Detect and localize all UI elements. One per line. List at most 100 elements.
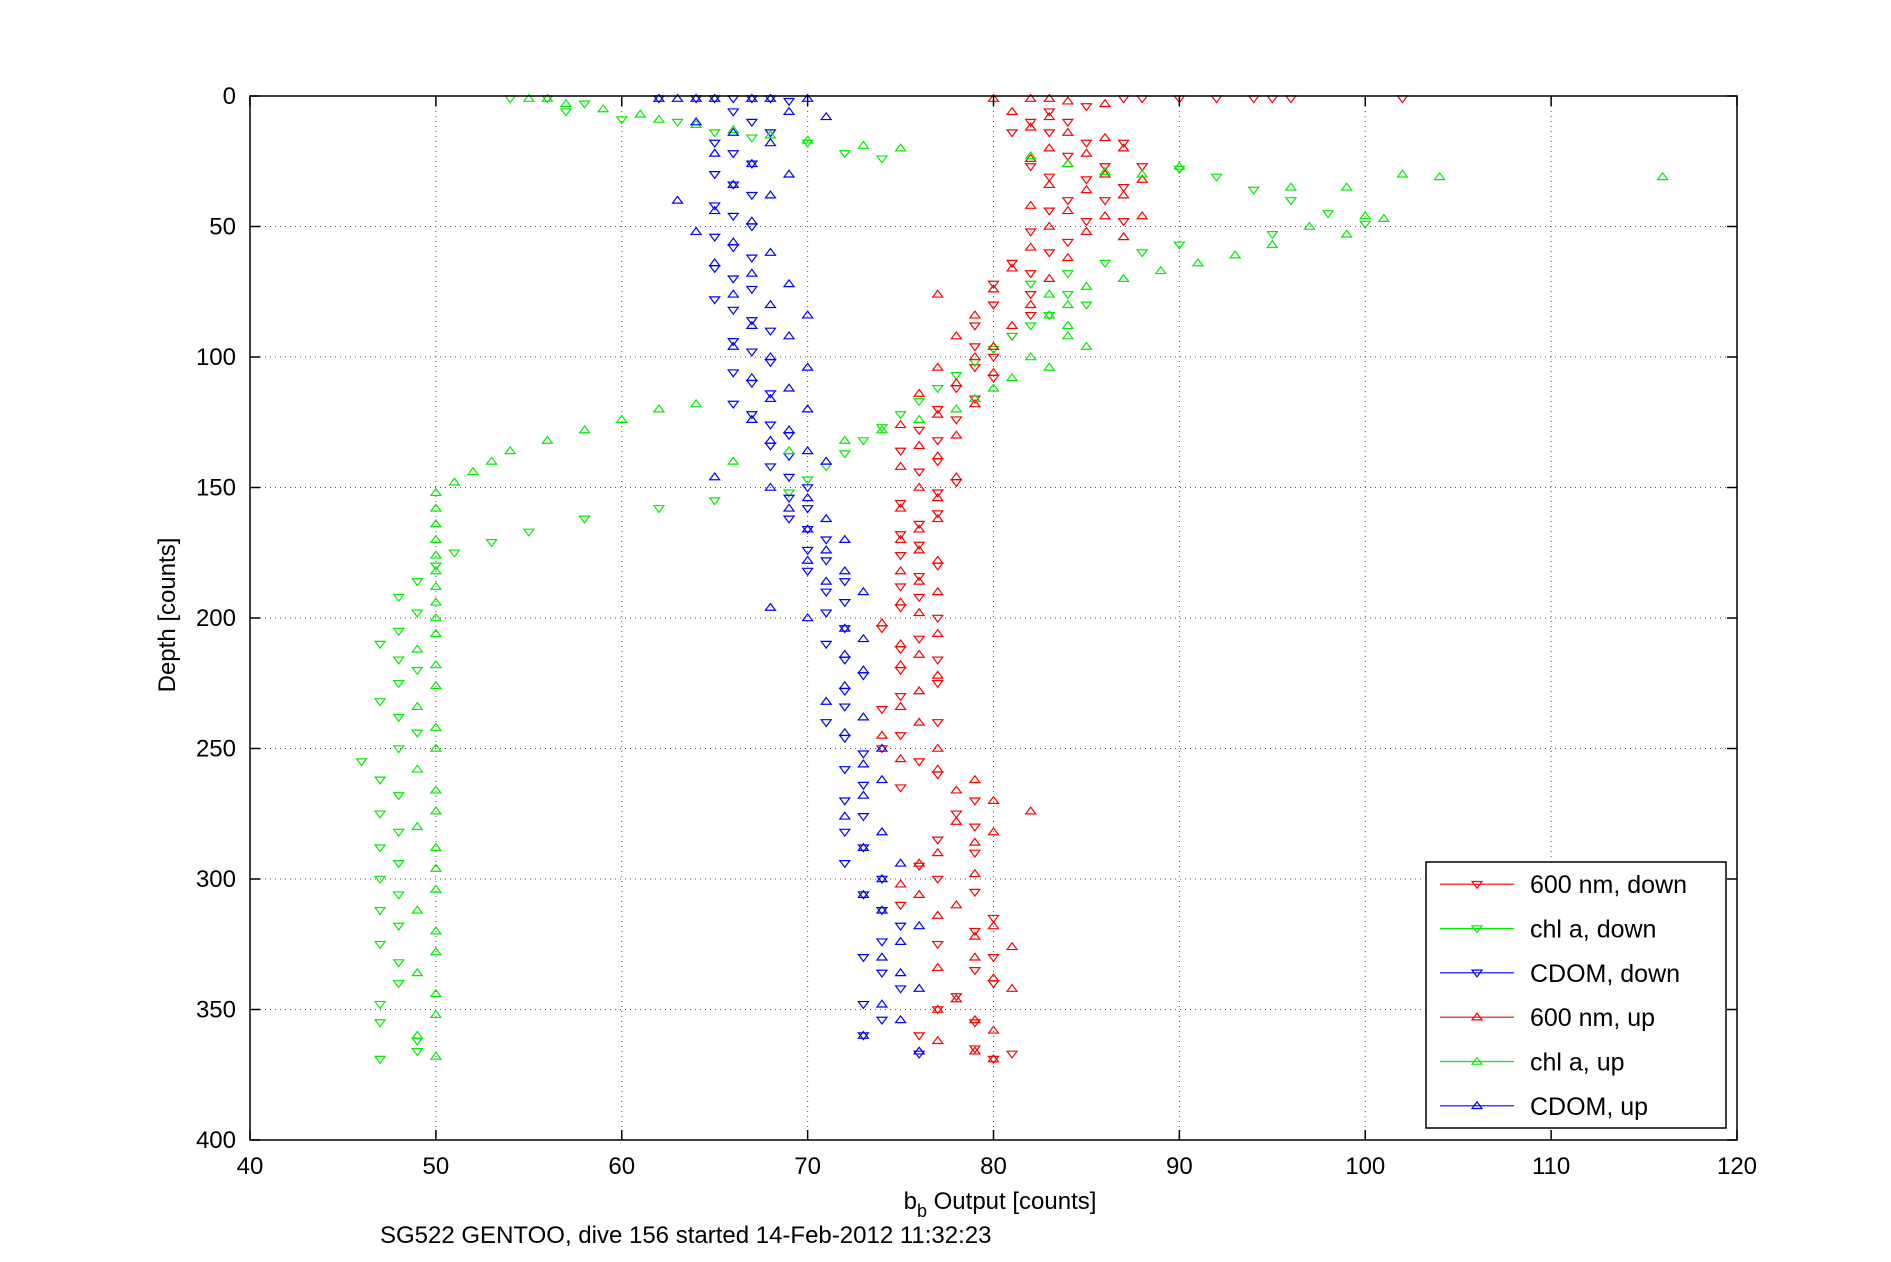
data-point bbox=[931, 489, 944, 498]
data-point bbox=[652, 93, 666, 102]
data-point bbox=[838, 860, 851, 869]
data-point bbox=[429, 806, 443, 815]
data-point bbox=[1043, 207, 1056, 216]
data-point bbox=[708, 296, 721, 305]
data-point bbox=[745, 134, 759, 143]
data-point bbox=[764, 351, 777, 361]
data-point bbox=[894, 858, 907, 867]
legend-label: CDOM, down bbox=[1530, 960, 1680, 988]
data-point bbox=[708, 171, 721, 180]
data-point bbox=[950, 331, 963, 340]
data-point bbox=[1117, 143, 1130, 152]
data-point bbox=[541, 93, 554, 102]
data-point bbox=[1080, 139, 1093, 149]
data-point bbox=[578, 100, 591, 109]
data-point bbox=[912, 593, 926, 603]
data-point bbox=[950, 810, 963, 819]
data-point bbox=[745, 372, 759, 382]
data-point bbox=[1043, 221, 1056, 230]
data-point bbox=[652, 404, 666, 413]
data-point bbox=[968, 952, 982, 961]
data-point bbox=[1005, 320, 1019, 329]
data-point bbox=[392, 959, 405, 968]
data-point bbox=[373, 1019, 387, 1028]
legend: 600 nm, down chl a, down CDOM, down 600 nm,… bbox=[1425, 861, 1727, 1129]
data-point bbox=[838, 703, 851, 712]
data-point bbox=[782, 494, 796, 503]
data-point bbox=[894, 753, 907, 763]
data-point bbox=[1080, 176, 1093, 185]
data-point bbox=[912, 426, 926, 436]
data-point bbox=[429, 612, 443, 622]
data-point bbox=[1024, 200, 1037, 209]
data-point bbox=[950, 430, 963, 439]
data-point bbox=[875, 907, 889, 916]
data-point bbox=[894, 583, 907, 592]
data-point bbox=[875, 706, 889, 715]
data-point bbox=[801, 492, 814, 502]
data-point bbox=[1024, 118, 1037, 128]
data-point bbox=[968, 398, 982, 408]
data-point bbox=[782, 445, 796, 455]
data-point bbox=[801, 445, 814, 455]
data-point bbox=[875, 155, 889, 164]
data-point bbox=[838, 680, 851, 690]
data-point bbox=[912, 635, 926, 644]
data-point bbox=[1024, 228, 1037, 237]
data-point bbox=[1396, 169, 1409, 178]
data-point bbox=[1080, 301, 1093, 310]
data-point bbox=[689, 226, 703, 236]
data-point bbox=[912, 440, 926, 450]
data-point bbox=[764, 129, 777, 138]
data-point bbox=[1005, 372, 1019, 382]
data-point bbox=[968, 967, 982, 976]
data-point bbox=[411, 609, 424, 618]
data-point bbox=[429, 1051, 443, 1060]
data-point bbox=[912, 541, 926, 550]
data-point bbox=[857, 665, 870, 674]
data-point bbox=[912, 920, 926, 930]
data-point bbox=[968, 393, 982, 403]
data-point bbox=[411, 821, 424, 831]
data-point bbox=[1024, 153, 1037, 162]
data-point bbox=[894, 1014, 907, 1024]
data-point bbox=[782, 515, 796, 524]
data-point bbox=[987, 367, 1000, 376]
legend-marker bbox=[1470, 1056, 1484, 1065]
data-point bbox=[894, 701, 907, 711]
data-point bbox=[708, 233, 721, 242]
data-point bbox=[1210, 173, 1223, 182]
data-point bbox=[894, 901, 907, 911]
data-point bbox=[764, 482, 777, 491]
data-point bbox=[764, 435, 777, 444]
data-point bbox=[968, 343, 982, 352]
data-point bbox=[894, 659, 907, 669]
data-point bbox=[448, 549, 461, 558]
data-point bbox=[950, 785, 963, 794]
data-point bbox=[1061, 158, 1075, 168]
data-point bbox=[894, 692, 907, 702]
data-point bbox=[1043, 311, 1056, 321]
data-point bbox=[912, 686, 926, 695]
data-point bbox=[429, 842, 443, 851]
data-point bbox=[857, 844, 870, 853]
x-tick-label: 80 bbox=[980, 1153, 1007, 1180]
data-point bbox=[931, 764, 944, 773]
legend-box bbox=[1425, 861, 1727, 1129]
data-point bbox=[1043, 179, 1056, 189]
data-point bbox=[987, 1054, 1000, 1063]
data-point bbox=[782, 169, 796, 178]
data-point bbox=[429, 785, 443, 794]
data-point bbox=[634, 109, 647, 118]
data-point bbox=[912, 758, 926, 767]
data-point bbox=[1080, 184, 1093, 194]
data-point bbox=[820, 456, 833, 465]
data-point bbox=[894, 503, 907, 512]
data-point bbox=[1136, 249, 1149, 258]
data-point bbox=[1098, 169, 1112, 178]
data-point bbox=[708, 257, 721, 267]
data-point bbox=[857, 633, 870, 643]
data-point bbox=[987, 1025, 1000, 1034]
data-point bbox=[931, 910, 944, 919]
data-point bbox=[987, 953, 1000, 963]
